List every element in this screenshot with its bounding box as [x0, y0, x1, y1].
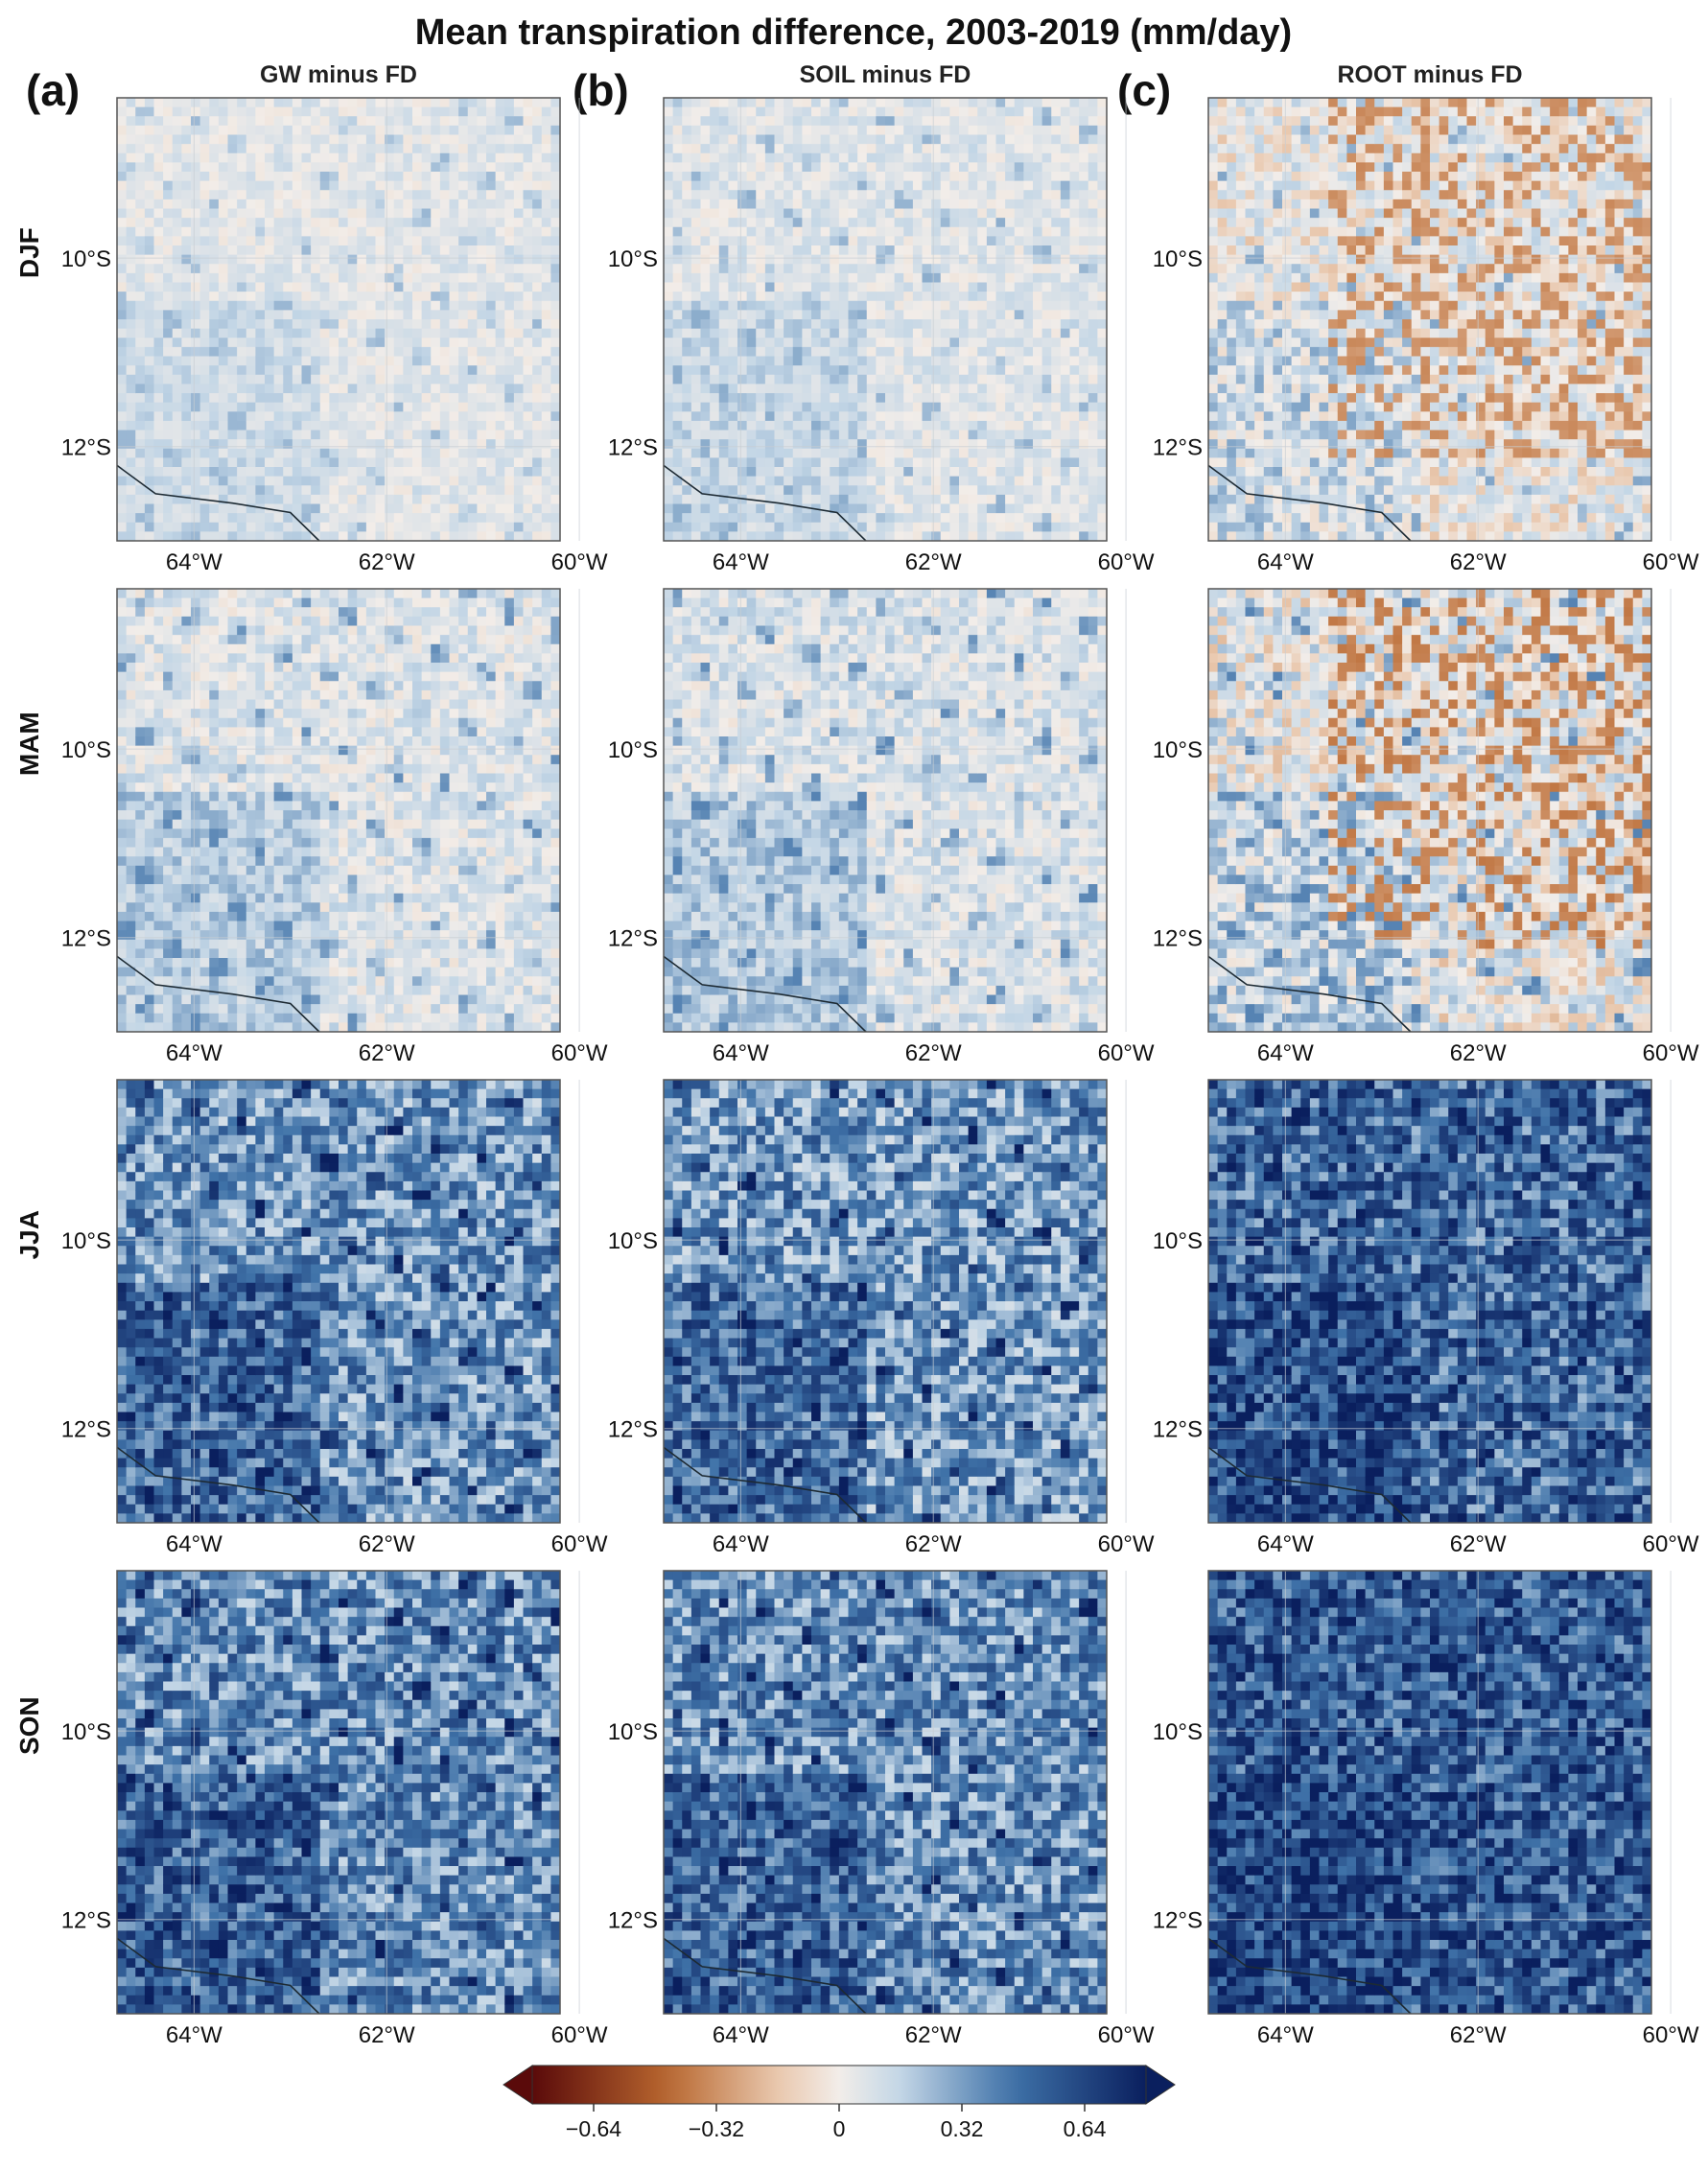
y-tick-label: 12°S: [61, 1417, 111, 1443]
colorbar-tick-label: 0.64: [1064, 2116, 1107, 2141]
x-tick-label: 64°W: [166, 1040, 222, 1066]
map-panel: 10°S 12°S 64°W 62°W 60°W: [1153, 1571, 1699, 2048]
x-tick-label: 60°W: [1643, 549, 1699, 575]
x-tick-label: 64°W: [166, 549, 222, 575]
row-label: SON: [14, 1696, 44, 1755]
x-tick-label: 60°W: [1098, 2022, 1155, 2048]
y-tick-label: 12°S: [608, 1908, 658, 1934]
x-tick-label: 64°W: [713, 1531, 769, 1557]
x-tick-label: 62°W: [905, 1040, 962, 1066]
y-tick-label: 12°S: [1153, 1417, 1203, 1443]
row-label: MAM: [14, 712, 44, 776]
x-tick-label: 60°W: [551, 1531, 608, 1557]
x-tick-label: 64°W: [166, 1531, 222, 1557]
colorbar-tick-label: −0.32: [689, 2116, 744, 2141]
x-tick-label: 62°W: [1450, 1040, 1507, 1066]
y-tick-label: 10°S: [608, 1719, 658, 1745]
x-tick-label: 62°W: [905, 549, 962, 575]
y-tick-label: 10°S: [608, 246, 658, 272]
row-label: DJF: [14, 227, 44, 278]
x-tick-label: 60°W: [1643, 1040, 1699, 1066]
y-tick-label: 12°S: [1153, 1908, 1203, 1934]
x-tick-label: 64°W: [166, 2022, 222, 2048]
x-tick-label: 64°W: [713, 549, 769, 575]
x-tick-label: 64°W: [1257, 549, 1314, 575]
x-tick-label: 64°W: [1257, 2022, 1314, 2048]
x-tick-label: 60°W: [551, 1040, 608, 1066]
y-tick-label: 10°S: [61, 1719, 111, 1745]
map-panel: 10°S 12°S 64°W 62°W 60°W: [1153, 1080, 1699, 1557]
map-panel: 10°S 12°S 64°W 62°W 60°W: [1153, 589, 1699, 1066]
y-tick-label: 10°S: [61, 1228, 111, 1254]
colorbar-extend-high: [1146, 2066, 1175, 2104]
x-tick-label: 60°W: [551, 549, 608, 575]
y-tick-label: 10°S: [1153, 737, 1203, 763]
y-tick-label: 12°S: [61, 1908, 111, 1934]
x-tick-label: 60°W: [1643, 2022, 1699, 2048]
panel-letter: (b): [573, 65, 629, 115]
y-tick-label: 10°S: [608, 737, 658, 763]
map-panel: 10°S 12°S 64°W 62°W 60°W: [61, 98, 608, 575]
column-title: ROOT minus FD: [1337, 61, 1522, 88]
colorbar-tick-label: −0.64: [566, 2116, 621, 2141]
y-tick-label: 10°S: [1153, 1719, 1203, 1745]
y-tick-label: 10°S: [61, 737, 111, 763]
y-tick-label: 12°S: [608, 926, 658, 952]
x-tick-label: 62°W: [1450, 2022, 1507, 2048]
x-tick-label: 64°W: [713, 2022, 769, 2048]
x-tick-label: 60°W: [1098, 1040, 1155, 1066]
y-tick-label: 12°S: [61, 435, 111, 461]
map-panel: 10°S 12°S 64°W 62°W 60°W: [61, 589, 608, 1066]
column-title: SOIL minus FD: [800, 61, 971, 88]
panel-letter: (a): [26, 65, 80, 115]
colorbar-extend-low: [503, 2066, 532, 2104]
y-tick-label: 12°S: [608, 1417, 658, 1443]
figure-title: Mean transpiration difference, 2003-2019…: [415, 12, 1292, 53]
y-tick-label: 12°S: [608, 435, 658, 461]
x-tick-label: 60°W: [1643, 1531, 1699, 1557]
y-tick-label: 10°S: [1153, 1228, 1203, 1254]
x-tick-label: 62°W: [359, 549, 415, 575]
y-tick-label: 12°S: [61, 926, 111, 952]
x-tick-label: 60°W: [1098, 549, 1155, 575]
x-tick-label: 62°W: [1450, 549, 1507, 575]
colorbar: −0.64 −0.32 0 0.32 0.64: [503, 2066, 1175, 2141]
y-tick-label: 12°S: [1153, 926, 1203, 952]
map-panel: 10°S 12°S 64°W 62°W 60°W: [608, 1571, 1155, 2048]
x-tick-label: 62°W: [359, 2022, 415, 2048]
x-tick-label: 62°W: [359, 1040, 415, 1066]
map-panel: 10°S 12°S 64°W 62°W 60°W: [608, 589, 1155, 1066]
x-tick-label: 62°W: [1450, 1531, 1507, 1557]
x-tick-label: 64°W: [1257, 1040, 1314, 1066]
x-tick-label: 60°W: [551, 2022, 608, 2048]
y-tick-label: 12°S: [1153, 435, 1203, 461]
y-tick-label: 10°S: [1153, 246, 1203, 272]
colorbar-tick-label: 0: [833, 2116, 846, 2141]
x-tick-label: 60°W: [1098, 1531, 1155, 1557]
x-tick-label: 64°W: [713, 1040, 769, 1066]
map-panel: 10°S 12°S 64°W 62°W 60°W: [608, 1080, 1155, 1557]
column-title: GW minus FD: [260, 61, 417, 88]
colorbar-tick-label: 0.32: [941, 2116, 984, 2141]
map-panel: 10°S 12°S 64°W 62°W 60°W: [1153, 98, 1699, 575]
map-panel: 10°S 12°S 64°W 62°W 60°W: [61, 1571, 608, 2048]
x-tick-label: 62°W: [359, 1531, 415, 1557]
colorbar-gradient: [532, 2066, 1146, 2104]
x-tick-label: 62°W: [905, 1531, 962, 1557]
map-panel: 10°S 12°S 64°W 62°W 60°W: [61, 1080, 608, 1557]
map-panel: 10°S 12°S 64°W 62°W 60°W: [608, 98, 1155, 575]
y-tick-label: 10°S: [608, 1228, 658, 1254]
x-tick-label: 62°W: [905, 2022, 962, 2048]
row-label: JJA: [14, 1210, 44, 1259]
y-tick-label: 10°S: [61, 246, 111, 272]
panel-letter: (c): [1117, 65, 1171, 115]
x-tick-label: 64°W: [1257, 1531, 1314, 1557]
